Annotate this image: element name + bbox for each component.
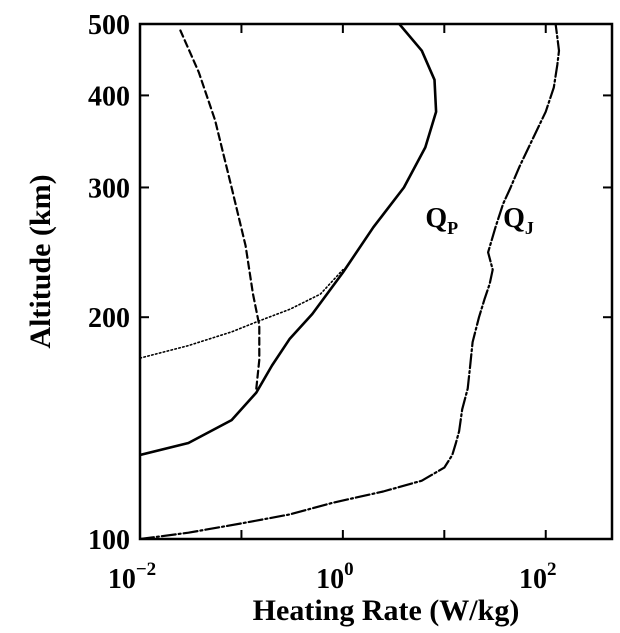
y-tick-label: 500 xyxy=(88,10,130,41)
series-line-dash-dot xyxy=(140,24,561,539)
plot-frame xyxy=(138,22,614,541)
series-label-qp: QP xyxy=(425,203,458,238)
series-line-dotted xyxy=(140,268,344,359)
x-tick-label: 102 xyxy=(519,559,557,595)
y-tick-label: 100 xyxy=(88,525,130,556)
y-axis-title: Altitude (km) xyxy=(24,174,57,348)
y-tick-label: 400 xyxy=(88,81,130,112)
x-tick-label: 10−2 xyxy=(108,559,156,595)
series-label-qj: QJ xyxy=(503,203,534,238)
series-line-solid xyxy=(140,24,438,457)
x-tick-label: 100 xyxy=(316,559,354,595)
series-line-dashed xyxy=(179,29,261,390)
axis-ticks xyxy=(139,23,612,540)
y-tick-label: 200 xyxy=(88,303,130,334)
plot-area: QP QJ xyxy=(140,24,561,539)
y-tick-label: 300 xyxy=(88,173,130,204)
x-axis-title: Heating Rate (W/kg) xyxy=(253,594,520,627)
